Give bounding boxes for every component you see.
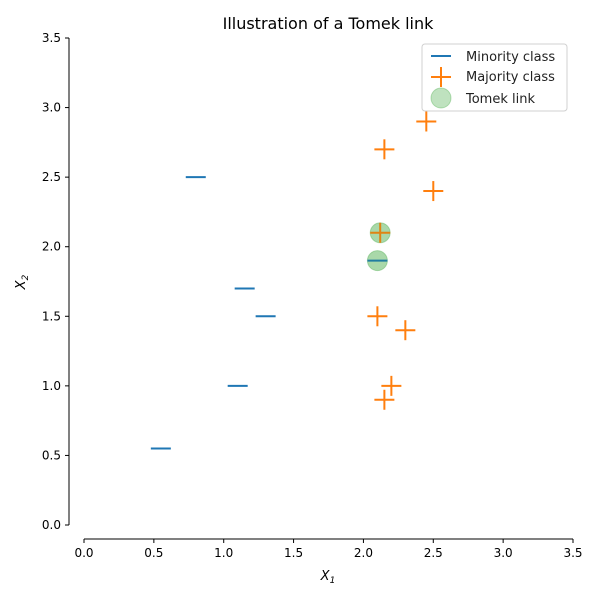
x-axis-label: X1 — [320, 569, 336, 586]
y-tick-label: 3.5 — [42, 31, 61, 45]
majority-point — [395, 320, 416, 341]
y-tick-label: 2.0 — [42, 240, 61, 254]
tomek-link-overlay — [370, 222, 391, 243]
y-tick-label: 0.5 — [42, 448, 61, 462]
x-tick-label: 0.0 — [74, 546, 93, 560]
legend-tomek-marker — [430, 87, 452, 109]
chart-title: Illustration of a Tomek link — [223, 14, 435, 33]
majority-point — [381, 375, 402, 396]
majority-point — [370, 222, 391, 243]
majority-point — [374, 139, 395, 160]
y-tick-label: 1.5 — [42, 309, 61, 323]
legend-minority-label: Minority class — [466, 50, 555, 65]
majority-point — [423, 181, 444, 202]
y-axis-label: X2 — [14, 274, 31, 290]
majority-point — [374, 389, 395, 410]
y-tick-label: 0.0 — [42, 518, 61, 532]
x-tick-label: 3.5 — [563, 546, 582, 560]
legend-majority-marker — [431, 67, 451, 87]
legend-tomek-label: Tomek link — [465, 92, 535, 107]
x-tick-label: 3.0 — [494, 546, 513, 560]
x-tick-label: 2.5 — [424, 546, 443, 560]
y-tick-label: 2.5 — [42, 170, 61, 184]
legend-majority-label: Majority class — [466, 70, 555, 85]
majority-point — [367, 306, 388, 327]
x-tick-label: 0.5 — [144, 546, 163, 560]
y-tick-label: 1.0 — [42, 379, 61, 393]
majority-point — [416, 111, 437, 132]
x-tick-label: 1.0 — [214, 546, 233, 560]
legend: Minority class Majority class Tomek link — [421, 43, 568, 112]
y-tick-label: 3.0 — [42, 101, 61, 115]
tomek-link-overlay — [367, 250, 388, 271]
x-tick-label: 2.0 — [354, 546, 373, 560]
x-tick-label: 1.5 — [284, 546, 303, 560]
